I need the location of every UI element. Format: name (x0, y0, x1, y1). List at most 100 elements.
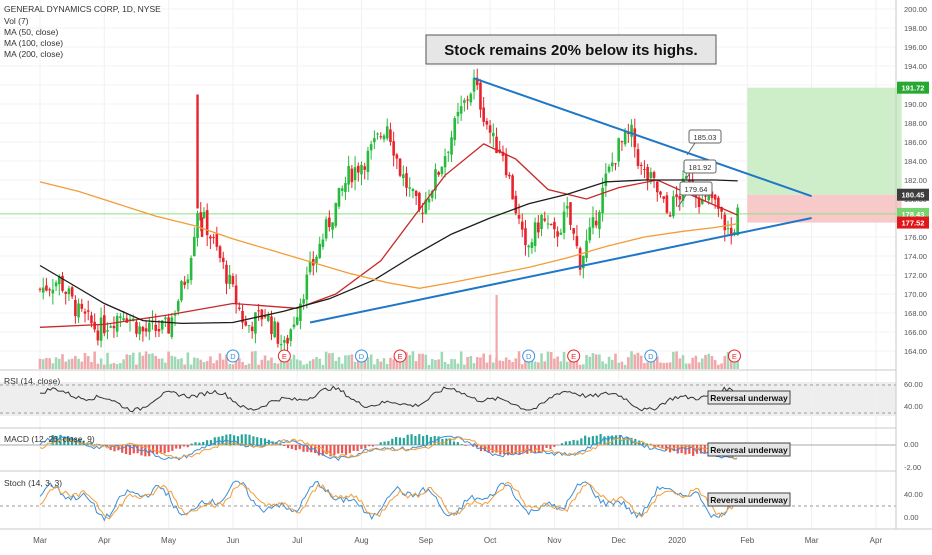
candle-body (473, 78, 476, 92)
volume-bar (704, 355, 707, 369)
volume-bar (77, 359, 80, 369)
rsi-tick: 40.00 (904, 402, 923, 411)
candle-body (386, 126, 389, 138)
candle-body (621, 141, 624, 142)
volume-bar (228, 364, 231, 369)
volume-bar (113, 363, 116, 369)
volume-bar (129, 355, 132, 369)
volume-bar (267, 360, 270, 369)
candle-body (251, 327, 254, 331)
indicator-ma200[interactable]: MA (200, close) (4, 49, 63, 59)
volume-bar (116, 364, 119, 369)
volume-bar (138, 352, 141, 369)
volume-bar (71, 359, 74, 369)
time-tick: Mar (33, 536, 47, 545)
candle-body (727, 228, 730, 229)
candle-body (666, 195, 669, 212)
candle-body (338, 188, 341, 207)
candle-body (540, 215, 543, 229)
time-tick: Jun (226, 536, 239, 545)
volume-bar (662, 363, 665, 369)
stoch-label[interactable]: Stoch (14, 3, 3) (4, 478, 62, 488)
stoch-note[interactable]: Reversal underway (708, 493, 790, 506)
candle-body (286, 338, 289, 344)
macd-histogram-bar (221, 436, 223, 445)
macd-histogram-bar (642, 443, 644, 445)
candle-body (617, 138, 620, 161)
event-label-d: D (230, 352, 236, 361)
macd-histogram-bar (260, 438, 262, 445)
macd-histogram-bar (461, 444, 463, 445)
candle-body (328, 218, 331, 227)
indicator-ma100[interactable]: MA (100, close) (4, 38, 63, 48)
volume-bar (161, 358, 164, 369)
candle-body (341, 188, 344, 191)
macd-histogram-bar (449, 439, 451, 445)
volume-bar (515, 358, 518, 369)
macd-histogram-bar (164, 445, 166, 453)
volume-bar (87, 356, 90, 369)
candle-body (158, 329, 161, 331)
candle-body (633, 128, 636, 147)
headline-annotation[interactable]: Stock remains 20% below its highs. (426, 35, 716, 64)
volume-bar (408, 355, 411, 369)
macd-histogram-bar (187, 445, 189, 447)
candle-body (447, 152, 450, 153)
candle-body (354, 167, 357, 180)
volume-bar (711, 356, 714, 369)
candle-body (704, 196, 707, 197)
candle-body (48, 289, 51, 290)
candle-body (479, 83, 482, 110)
volume-bar (627, 357, 630, 369)
candle-body (296, 317, 299, 325)
time-tick: Feb (740, 536, 754, 545)
candle-body (235, 285, 238, 304)
volume-bar (293, 355, 296, 369)
time-tick: Aug (354, 536, 368, 545)
volume-bar (720, 363, 723, 369)
candle-body (55, 282, 58, 286)
candle-body (550, 224, 553, 225)
volume-bar (52, 363, 55, 369)
candle-body (534, 222, 537, 246)
macd-histogram-bar (183, 445, 185, 447)
macd-histogram-bar (515, 445, 517, 454)
volume-bar (392, 359, 395, 369)
candle-body (90, 315, 93, 323)
candle-body (402, 174, 405, 178)
volume-bar (93, 352, 96, 369)
candle-body (489, 125, 492, 132)
volume-bar (498, 361, 501, 369)
time-tick: May (161, 536, 176, 545)
macd-histogram-bar (372, 445, 374, 446)
macd-histogram-bar (395, 437, 397, 445)
stoch-tick: 40.00 (904, 490, 923, 499)
candle-body (261, 310, 264, 320)
candle-body (463, 100, 466, 103)
macd-histogram-bar (565, 441, 567, 445)
volume-bar (216, 360, 219, 369)
volume-bar (486, 363, 489, 369)
candle-body (52, 290, 55, 294)
rsi-label[interactable]: RSI (14, close) (4, 376, 60, 386)
macd-note[interactable]: Reversal underway (708, 443, 790, 456)
candle-body (605, 174, 608, 186)
candle-body (145, 328, 148, 331)
candle-body (399, 159, 402, 176)
candle-body (254, 312, 257, 333)
candle-body (441, 167, 444, 175)
volume-bar (466, 357, 469, 369)
volume-bar (672, 352, 675, 369)
price-tick: 200.00 (904, 5, 927, 14)
volume-bar (473, 363, 476, 369)
macd-tick: 0.00 (904, 440, 919, 449)
indicator-ma50[interactable]: MA (50, close) (4, 27, 58, 37)
indicator-vol[interactable]: Vol (7) (4, 16, 29, 26)
volume-bar (640, 356, 643, 369)
volume-bar (379, 362, 382, 369)
macd-label[interactable]: MACD (12, 26, close, 9) (4, 434, 95, 444)
macd-histogram-bar (391, 439, 393, 445)
macd-histogram-bar (464, 445, 466, 446)
rsi-note[interactable]: Reversal underway (708, 391, 790, 404)
